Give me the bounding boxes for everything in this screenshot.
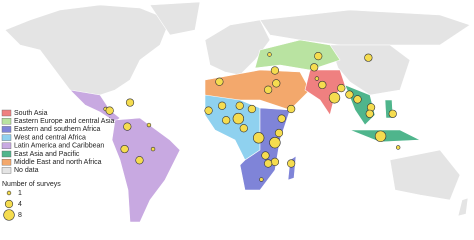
legend-swatch xyxy=(1,126,12,133)
survey-marker xyxy=(204,106,213,115)
south-america xyxy=(111,117,181,223)
legend-label: West and central Africa xyxy=(14,134,86,141)
survey-marker xyxy=(287,159,296,168)
east-southern-africa xyxy=(239,107,291,191)
survey-marker xyxy=(374,130,387,142)
base-map xyxy=(4,1,471,223)
europe xyxy=(204,19,271,76)
legend-label: South Asia xyxy=(14,110,48,117)
size-legend-label: 4 xyxy=(18,201,22,208)
survey-marker xyxy=(235,101,244,110)
survey-marker xyxy=(150,146,156,152)
survey-marker xyxy=(123,122,132,131)
south-asia xyxy=(304,69,346,116)
legend-label: Eastern and southern Africa xyxy=(14,126,100,133)
survey-marker xyxy=(337,84,346,93)
survey-marker xyxy=(272,79,281,88)
survey-marker xyxy=(353,95,362,104)
survey-marker xyxy=(328,92,341,104)
survey-marker xyxy=(215,77,224,86)
legend-label: East Asia and Pacific xyxy=(14,151,80,158)
survey-marker xyxy=(125,98,135,107)
size-legend-marker xyxy=(4,199,14,209)
survey-marker xyxy=(270,66,280,75)
survey-marker xyxy=(269,136,281,149)
legend-swatch xyxy=(1,109,12,117)
survey-marker xyxy=(345,90,354,99)
legend-swatch xyxy=(1,142,12,150)
survey-marker xyxy=(277,114,286,123)
size-legend-marker xyxy=(6,190,12,196)
legend-swatch xyxy=(1,117,12,125)
legend-label: No data xyxy=(14,167,39,174)
survey-marker xyxy=(364,53,373,62)
survey-marker xyxy=(218,101,227,110)
new-zealand xyxy=(457,197,469,217)
size-legend-label: 8 xyxy=(18,212,22,219)
survey-marker xyxy=(310,63,319,72)
survey-marker xyxy=(259,177,264,182)
legend-label: Middle East and north Africa xyxy=(14,159,102,166)
survey-marker xyxy=(252,132,265,144)
survey-marker xyxy=(261,151,270,160)
survey-marker xyxy=(365,109,374,118)
survey-marker xyxy=(287,104,296,114)
survey-marker xyxy=(264,85,273,94)
survey-marker xyxy=(232,112,245,125)
size-legend-title: Number of surveys xyxy=(2,181,61,188)
survey-marker xyxy=(120,144,129,154)
greenland xyxy=(149,1,201,36)
legend-swatch xyxy=(1,150,12,158)
survey-marker xyxy=(105,106,114,115)
survey-marker xyxy=(135,156,144,165)
survey-marker xyxy=(395,145,401,150)
survey-marker xyxy=(270,157,280,166)
survey-marker xyxy=(239,124,248,133)
survey-marker xyxy=(314,76,320,81)
legend-label: Eastern Europe and central Asia xyxy=(14,118,115,125)
australia xyxy=(389,149,461,201)
russia xyxy=(259,9,471,46)
legend-swatch xyxy=(1,167,12,174)
size-legend-label: 1 xyxy=(18,190,22,197)
survey-marker xyxy=(274,128,284,138)
survey-marker xyxy=(267,52,272,57)
legend-swatch xyxy=(1,134,12,141)
survey-marker xyxy=(388,109,397,118)
survey-marker xyxy=(146,122,152,128)
survey-marker xyxy=(247,104,256,114)
survey-marker xyxy=(318,80,327,90)
central-asia xyxy=(254,39,341,71)
survey-marker xyxy=(264,159,273,168)
size-legend-marker xyxy=(3,209,15,221)
legend-swatch xyxy=(1,158,12,166)
survey-marker xyxy=(314,51,323,61)
survey-marker xyxy=(222,116,231,125)
west-central-africa xyxy=(204,94,261,161)
north-america xyxy=(4,4,171,101)
legend-label: Latin America and Caribbean xyxy=(14,143,104,150)
